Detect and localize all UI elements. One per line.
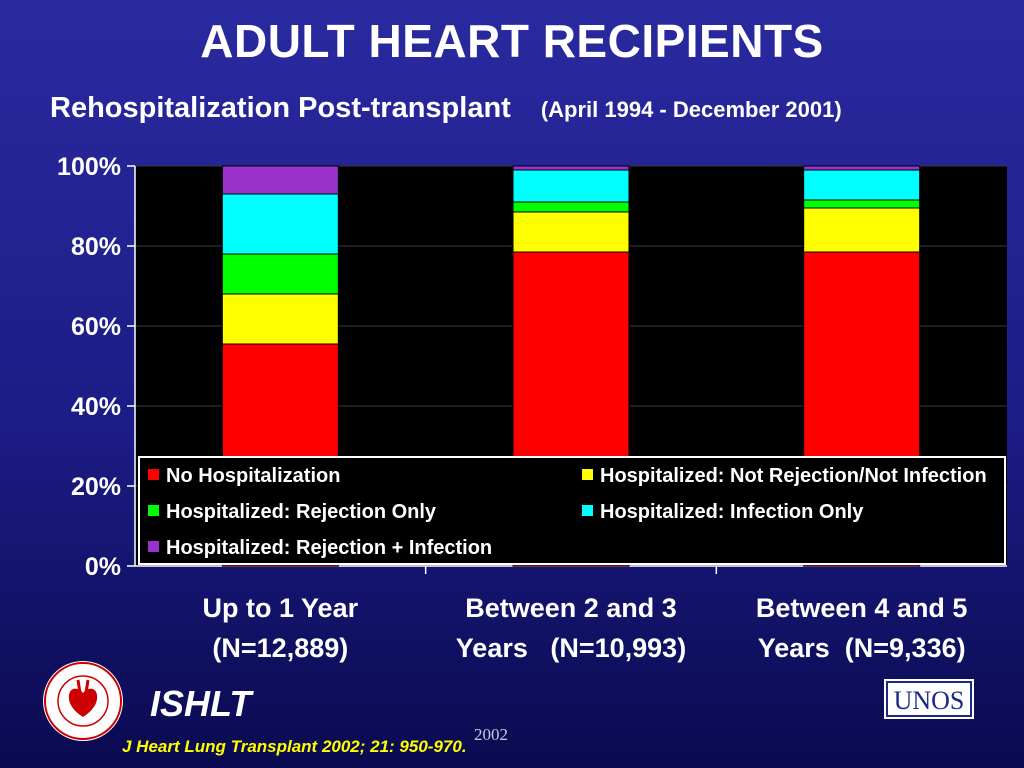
x-category-label: (N=12,889) [212, 633, 348, 663]
x-category-label: Between 4 and 5 [756, 593, 968, 623]
bar-segment [803, 199, 921, 209]
bar-segment [803, 165, 921, 171]
bar-segment [803, 207, 921, 253]
x-category-label: Between 2 and 3 [465, 593, 677, 623]
bar-segment [221, 165, 339, 195]
y-tick-label: 20% [71, 473, 121, 501]
legend-swatch [582, 505, 593, 516]
legend-swatch [148, 505, 159, 516]
slide-title: ADULT HEART RECIPIENTS [200, 15, 824, 67]
legend-label: Hospitalized: Rejection Only [166, 501, 437, 523]
legend-swatch [148, 541, 159, 552]
legend-label: Hospitalized: Rejection + Infection [166, 537, 492, 559]
x-category-label: Years (N=9,336) [758, 633, 966, 663]
slide-subtitle: Rehospitalization Post-transplant (April … [50, 92, 842, 125]
legend-swatch [148, 469, 159, 480]
bar-segment [512, 211, 630, 253]
date-range: (April 1994 - December 2001) [540, 97, 842, 122]
bar-segment [221, 293, 339, 345]
bar-segment [512, 169, 630, 203]
footer-year: 2002 [474, 725, 508, 744]
legend-label: Hospitalized: Not Rejection/Not Infectio… [600, 465, 987, 487]
y-tick-label: 60% [71, 313, 121, 341]
legend-label: Hospitalized: Infection Only [600, 501, 864, 523]
bar-segment [803, 169, 921, 201]
unos-logo: UNOS [884, 679, 974, 719]
x-category-label: Years (N=10,993) [456, 633, 686, 663]
y-tick-label: 80% [71, 233, 121, 261]
subtitle-text: Rehospitalization Post-transplant [50, 92, 511, 124]
legend [138, 456, 1006, 565]
ishlt-label: ISHLT [150, 683, 252, 724]
legend-swatch [582, 469, 593, 480]
bar-segment [512, 165, 630, 171]
bar-segment [221, 193, 339, 255]
x-category-label: Up to 1 Year [203, 593, 359, 623]
footer-citation: J Heart Lung Transplant 2002; 21: 950-97… [122, 737, 467, 756]
y-tick-label: 40% [71, 393, 121, 421]
y-tick-label: 0% [85, 553, 121, 581]
y-tick-label: 100% [57, 153, 121, 181]
unos-logo-text: UNOS [894, 686, 965, 715]
bar-segment [512, 201, 630, 213]
ishlt-seal-logo [43, 661, 123, 741]
legend-label: No Hospitalization [166, 465, 340, 487]
bar-segment [221, 253, 339, 295]
